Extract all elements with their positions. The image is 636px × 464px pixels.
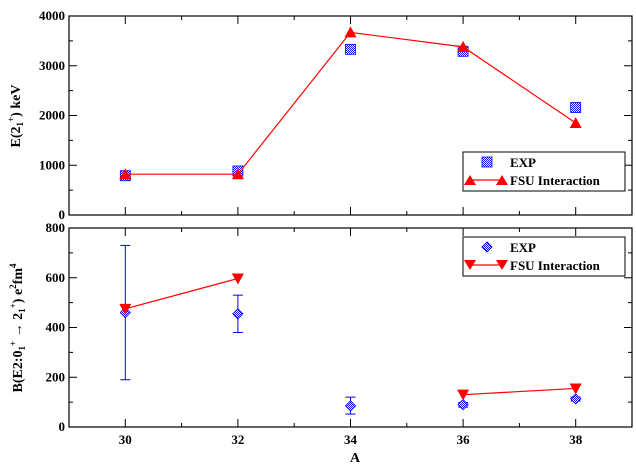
top-ytick-label: 1000 bbox=[39, 157, 65, 172]
bottom-point-exp bbox=[346, 401, 356, 411]
bottom-legend: EXP FSU Interaction bbox=[463, 237, 625, 276]
bottom-ytick-label: 600 bbox=[46, 270, 66, 285]
top-point-exp bbox=[571, 103, 581, 113]
top-point-fsu bbox=[570, 117, 582, 128]
bottom-ytick-label: 200 bbox=[46, 369, 66, 384]
top-legend-fsu-label: FSU Interaction bbox=[510, 173, 601, 188]
top-point-fsu bbox=[345, 26, 357, 37]
xtick-label: 32 bbox=[231, 432, 244, 447]
bottom-ytick-label: 800 bbox=[46, 220, 66, 235]
top-ytick-label: 2000 bbox=[39, 108, 65, 123]
bottom-point-fsu bbox=[457, 390, 469, 401]
xtick-label: 38 bbox=[569, 432, 583, 447]
bottom-y-axis-title: B(E2:01+ → 21+) e2fm4 bbox=[8, 263, 27, 393]
bottom-legend-exp-label: EXP bbox=[510, 240, 536, 255]
top-legend-exp-label: EXP bbox=[510, 155, 536, 170]
x-axis-title: A bbox=[350, 451, 361, 464]
bottom-legend-fsu-label: FSU Interaction bbox=[510, 258, 601, 273]
bottom-ytick-label: 400 bbox=[46, 320, 66, 335]
bottom-point-exp bbox=[571, 394, 581, 404]
bottom-point-fsu bbox=[232, 273, 244, 284]
bottom-series-line-segment bbox=[463, 388, 576, 394]
top-point-exp bbox=[346, 44, 356, 54]
top-legend-exp-marker bbox=[482, 157, 492, 167]
bottom-ytick-label: 0 bbox=[59, 419, 66, 434]
top-y-axis-title: E(21+) keV bbox=[6, 85, 25, 148]
xtick-label: 34 bbox=[344, 432, 358, 447]
bottom-point-exp bbox=[458, 400, 468, 410]
top-legend: EXP FSU Interaction bbox=[463, 152, 625, 191]
top-ytick-label: 4000 bbox=[39, 8, 65, 23]
bottom-point-exp bbox=[233, 309, 243, 319]
bottom-series-line-segment bbox=[125, 278, 238, 308]
xtick-label: 36 bbox=[457, 432, 471, 447]
top-ytick-label: 3000 bbox=[39, 58, 65, 73]
xtick-label: 30 bbox=[119, 432, 132, 447]
